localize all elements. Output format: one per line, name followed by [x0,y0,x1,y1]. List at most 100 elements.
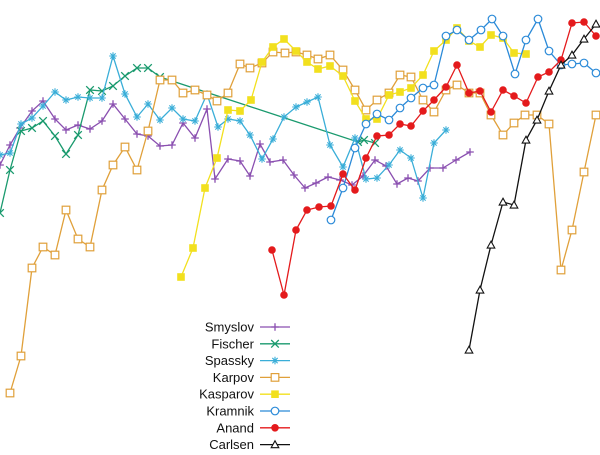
legend-label: Carlsen [209,437,254,450]
data-point-anand [534,73,542,81]
data-point-spassky [269,135,277,143]
data-point-spassky [362,175,370,183]
legend-entry-fischer: Fischer [211,336,290,351]
data-point-karpov [97,185,107,195]
data-point-karpov [325,50,335,60]
data-point-spassky [314,93,322,101]
data-point-karpov [85,242,95,252]
data-point-smyslov [246,172,254,180]
data-point-karpov [190,85,200,95]
data-point-spassky [351,134,359,142]
data-point-kramnik [476,25,486,35]
data-point-anand [465,89,473,97]
legend-marker-anand [271,424,279,432]
data-point-kramnik [544,46,554,56]
data-point-kramnik [567,59,577,69]
data-point-karpov [361,105,371,115]
data-point-smyslov [266,158,274,166]
data-point-smyslov [452,156,460,164]
data-point-fischer [73,130,83,140]
data-point-fischer [16,126,26,136]
data-point-smyslov [133,130,141,138]
data-point-anand [522,99,530,107]
data-point-smyslov [191,134,199,142]
data-point-kramnik [338,183,348,193]
series-smyslov [0,97,474,192]
data-point-anand [580,18,588,26]
data-point-kasparov [236,107,244,115]
data-point-kasparov [487,31,495,39]
data-point-spassky [39,102,47,110]
data-point-karpov [5,388,15,398]
data-point-spassky [224,115,232,123]
data-point-karpov [544,119,554,129]
data-point-kramnik [361,119,371,129]
data-point-kasparov [201,184,209,192]
legend-entry-spassky: Spassky [205,353,290,368]
data-point-karpov [108,160,118,170]
data-point-karpov [223,88,233,98]
data-point-anand [396,120,404,128]
data-point-kramnik [579,58,589,68]
data-point-karpov [16,351,26,361]
data-point-spassky [51,88,59,96]
data-point-kramnik [395,103,405,113]
data-point-anand [568,19,576,27]
data-point-smyslov [224,155,232,163]
data-point-spassky [133,113,141,121]
data-point-anand [315,203,323,211]
data-point-karpov [395,70,405,80]
legend-entry-anand: Anand [216,420,290,435]
series-line-kramnik [330,17,597,221]
data-point-smyslov [0,161,4,169]
data-point-anand [407,122,415,130]
data-point-anand [499,86,507,94]
data-point-carlsen [544,86,554,95]
data-point-carlsen [567,50,577,59]
data-point-fischer [50,131,60,141]
data-point-kasparov [396,88,404,96]
data-point-anand [453,61,461,69]
data-point-fischer [27,123,37,133]
data-point-kasparov [510,49,518,57]
data-point-kramnik [372,109,382,119]
data-point-kasparov [280,35,288,43]
data-point-anand [442,83,450,91]
data-point-kasparov [430,47,438,55]
data-point-smyslov [324,173,332,181]
data-point-anand [373,132,381,140]
data-point-karpov [418,95,428,105]
data-point-kramnik [591,68,600,78]
data-point-karpov [302,50,312,60]
data-point-anand [385,131,393,139]
data-point-kramnik [521,35,531,45]
data-point-kramnik [487,14,497,24]
data-point-fischer [132,63,142,73]
data-point-kasparov [314,65,322,73]
data-point-kasparov [303,58,311,66]
data-point-karpov [452,80,462,90]
data-point-kramnik [350,143,360,153]
data-point-spassky [385,161,393,169]
data-point-kasparov [373,115,381,123]
legend-marker-kramnik [270,406,280,416]
series-fischer [0,63,380,218]
data-point-karpov [235,59,245,69]
data-point-smyslov [98,117,106,125]
data-point-spassky [373,174,381,182]
legend-label: Anand [216,420,254,435]
data-point-kramnik [510,69,520,79]
data-point-anand [510,92,518,100]
series-line-fischer [0,67,376,214]
series-karpov [5,47,600,398]
data-point-anand [268,246,276,254]
data-point-kramnik [441,31,451,41]
data-point-anand [430,96,438,104]
data-point-karpov [280,48,290,58]
legend-label: Kramnik [206,404,254,419]
data-point-spassky [179,115,187,123]
data-point-fischer [61,149,71,159]
data-point-smyslov [203,105,211,113]
